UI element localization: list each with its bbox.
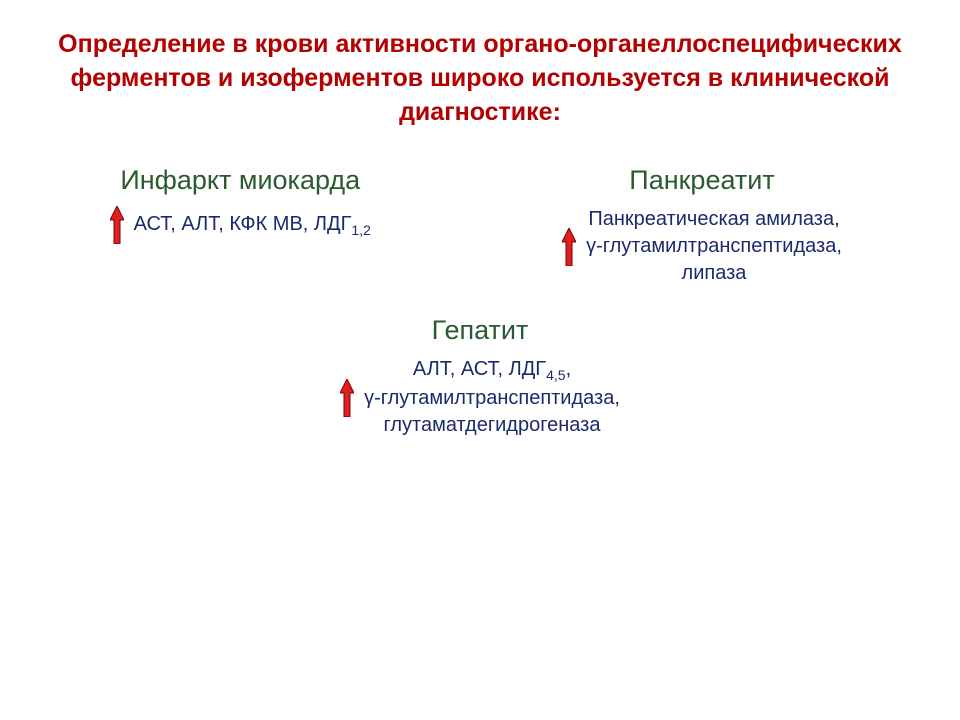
enzymes-hepatitis: АЛТ, АСТ, ЛДГ4,5,γ-глутамилтранспептидаз… [364,356,620,439]
block-body-mi: АСТ, АЛТ, КФК МВ, ЛДГ1,2 [36,206,444,244]
block-title-hepatitis: Гепатит [236,315,724,346]
arrow-path [340,379,354,417]
arrow-up-icon [340,379,354,417]
block-title-mi: Инфаркт миокарда [36,165,444,196]
arrow-path [110,206,124,244]
block-body-hepatitis: АЛТ, АСТ, ЛДГ4,5,γ-глутамилтранспептидаз… [236,356,724,439]
slide: Определение в крови активности органо-ор… [0,0,960,720]
block-myocardial-infarction: Инфаркт миокарда АСТ, АЛТ, КФК МВ, ЛДГ1,… [36,165,444,287]
arrow-up-icon [110,206,124,244]
block-title-pancreatitis: Панкреатит [480,165,924,196]
block-pancreatitis: Панкреатит Панкреатическая амилаза,γ-глу… [480,165,924,287]
block-hepatitis: Гепатит АЛТ, АСТ, ЛДГ4,5,γ-глутамилтранс… [236,315,724,439]
slide-title: Определение в крови активности органо-ор… [36,28,924,129]
enzymes-mi: АСТ, АЛТ, КФК МВ, ЛДГ1,2 [134,211,371,240]
block-body-pancreatitis: Панкреатическая амилаза,γ-глутамилтрансп… [480,206,924,287]
top-row: Инфаркт миокарда АСТ, АЛТ, КФК МВ, ЛДГ1,… [36,165,924,287]
enzymes-pancreatitis: Панкреатическая амилаза,γ-глутамилтрансп… [586,206,842,287]
arrow-up-icon [562,228,576,266]
arrow-path [562,228,576,266]
